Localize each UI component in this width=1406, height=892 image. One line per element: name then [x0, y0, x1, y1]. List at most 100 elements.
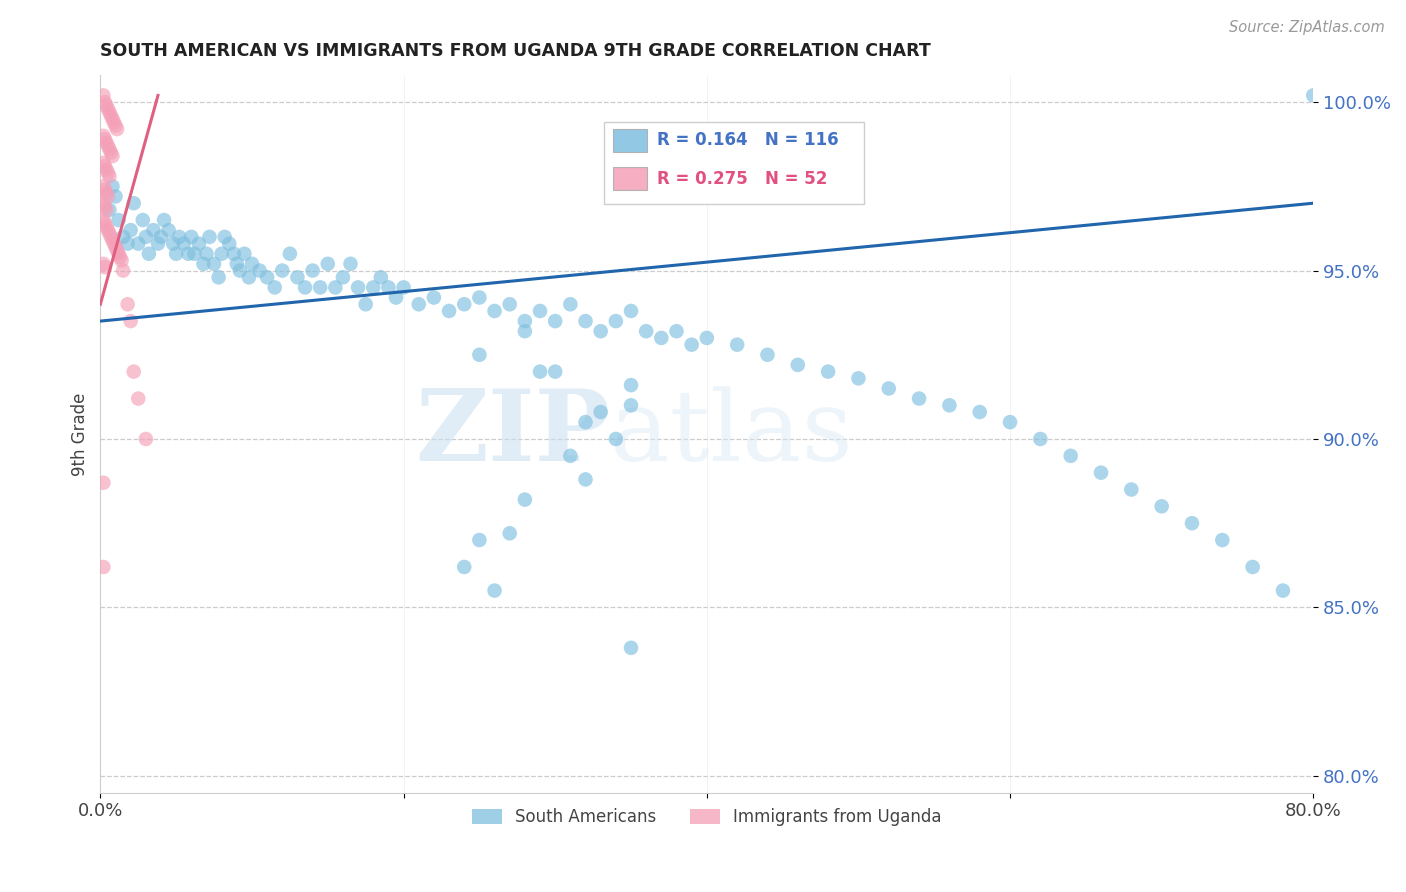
Point [93, 213, 115, 227]
Point [94, 95, 117, 110]
Point [620, 378, 643, 392]
Point [177, 246, 200, 260]
Point [377, 280, 399, 294]
Point [93, 155, 115, 169]
Point [101, 179, 124, 194]
Text: atlas: atlas [610, 386, 852, 482]
Point [198, 230, 221, 244]
Point [104, 189, 127, 203]
Point [696, 331, 718, 345]
Point [240, 257, 263, 271]
Point [453, 560, 475, 574]
Point [202, 257, 225, 271]
Point [122, 196, 145, 211]
Point [97, 223, 120, 237]
Point [786, 358, 808, 372]
Point [122, 365, 145, 379]
Point [681, 337, 703, 351]
Point [229, 263, 252, 277]
Point [96, 136, 118, 150]
Point [94, 159, 117, 173]
Point [499, 297, 522, 311]
Point [96, 186, 118, 200]
Point [437, 304, 460, 318]
Point [150, 230, 173, 244]
Point [117, 236, 139, 251]
Point [97, 102, 120, 116]
Point [94, 200, 117, 214]
Point [146, 236, 169, 251]
Point [605, 314, 627, 328]
Point [98, 142, 121, 156]
Point [101, 149, 124, 163]
Point [817, 365, 839, 379]
Point [1090, 466, 1112, 480]
Point [93, 128, 115, 143]
Point [135, 432, 157, 446]
Point [589, 405, 612, 419]
Point [94, 132, 117, 146]
Point [167, 230, 190, 244]
Point [636, 324, 658, 338]
Point [249, 263, 271, 277]
Point [233, 246, 256, 260]
Bar [613, 129, 647, 152]
Point [100, 230, 122, 244]
Point [938, 398, 960, 412]
Point [278, 246, 301, 260]
Point [301, 263, 323, 277]
Point [103, 115, 125, 129]
Point [620, 398, 643, 412]
Point [453, 297, 475, 311]
Text: Source: ZipAtlas.com: Source: ZipAtlas.com [1229, 20, 1385, 35]
Point [385, 291, 408, 305]
Point [650, 331, 672, 345]
Point [529, 365, 551, 379]
Point [1271, 583, 1294, 598]
Point [1211, 533, 1233, 547]
Point [544, 365, 567, 379]
Point [620, 304, 643, 318]
Point [120, 314, 142, 328]
Text: R = 0.275   N = 52: R = 0.275 N = 52 [657, 169, 828, 187]
Point [347, 280, 370, 294]
Point [211, 246, 233, 260]
Point [316, 257, 339, 271]
Point [287, 270, 309, 285]
Point [98, 169, 121, 184]
Point [544, 314, 567, 328]
Point [135, 230, 157, 244]
Point [468, 348, 491, 362]
Point [117, 297, 139, 311]
Point [93, 560, 115, 574]
Point [173, 236, 195, 251]
Point [263, 280, 285, 294]
Point [100, 145, 122, 160]
Point [468, 533, 491, 547]
Point [97, 166, 120, 180]
Point [127, 392, 149, 406]
Point [361, 280, 384, 294]
Point [339, 257, 361, 271]
Point [574, 472, 596, 486]
Point [97, 189, 120, 203]
Point [207, 270, 229, 285]
Point [98, 105, 121, 120]
Point [132, 213, 155, 227]
Point [370, 270, 392, 285]
Point [1060, 449, 1083, 463]
Point [560, 297, 582, 311]
Point [408, 297, 430, 311]
Point [1302, 88, 1324, 103]
Point [165, 246, 187, 260]
Point [96, 162, 118, 177]
Point [325, 280, 347, 294]
Point [877, 381, 900, 395]
Point [112, 263, 135, 277]
Point [513, 492, 536, 507]
Point [93, 88, 115, 103]
Legend: South Americans, Immigrants from Uganda: South Americans, Immigrants from Uganda [464, 800, 950, 835]
Point [105, 122, 128, 136]
Point [354, 297, 377, 311]
Point [93, 257, 115, 271]
